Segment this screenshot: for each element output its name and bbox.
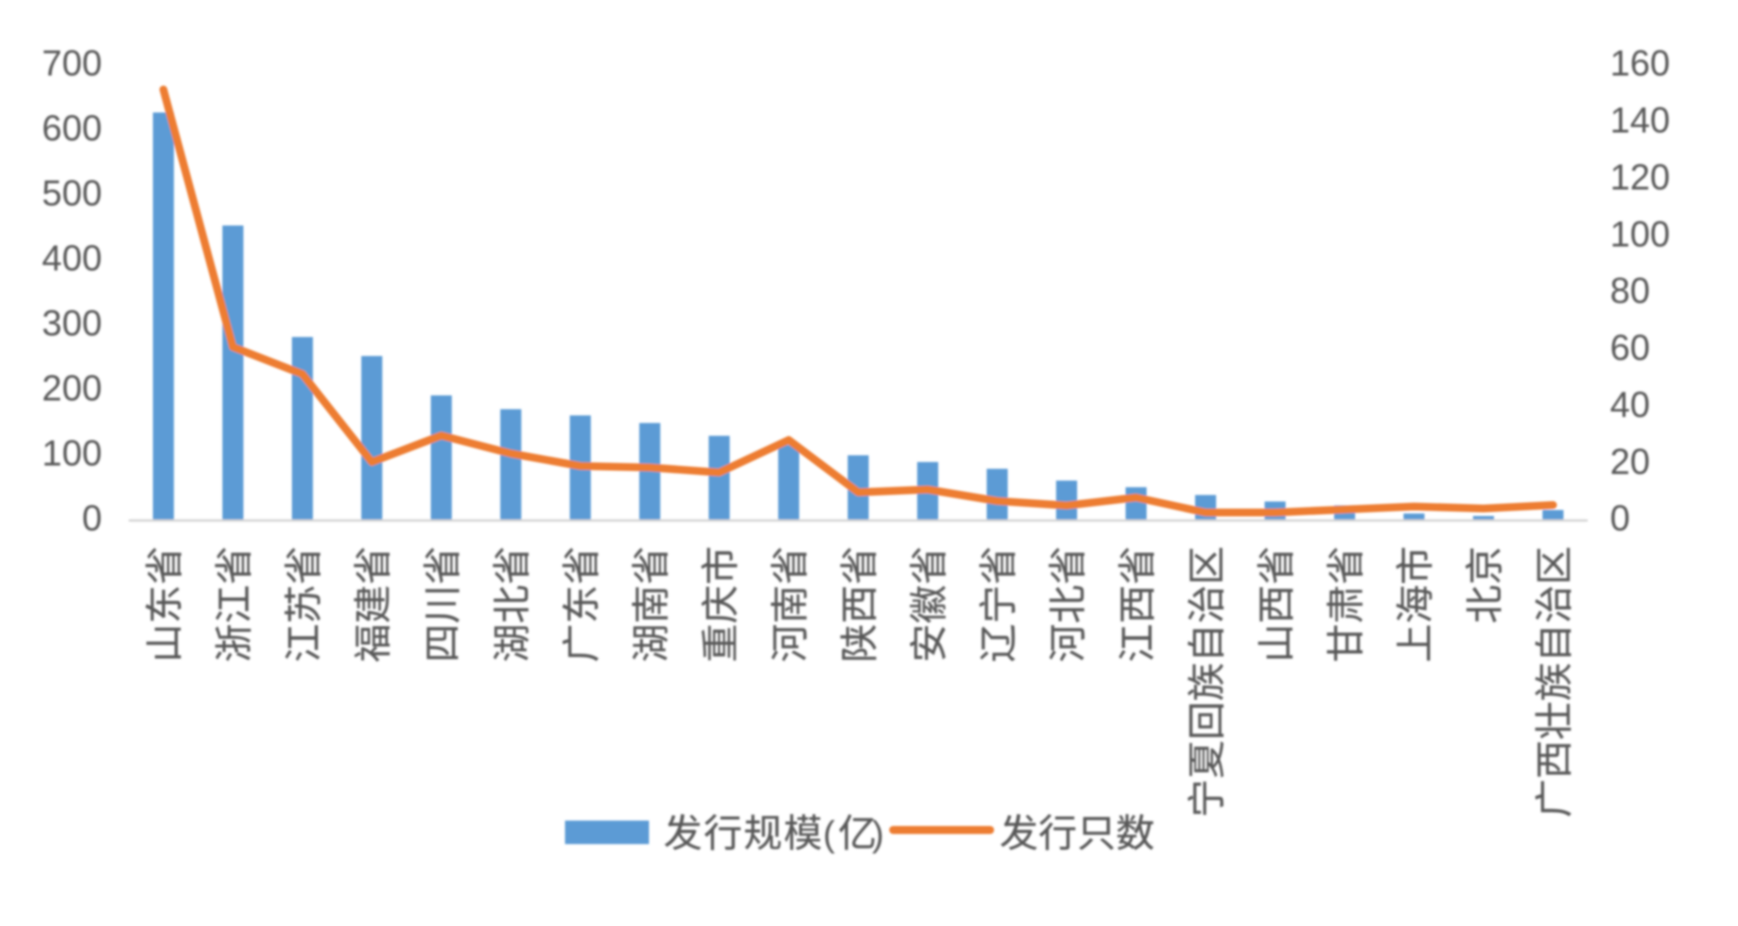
svg-text:120: 120 [1610,156,1670,197]
svg-text:200: 200 [42,368,102,409]
svg-text:300: 300 [42,303,102,344]
svg-text:80: 80 [1610,270,1650,311]
svg-text:500: 500 [42,173,102,214]
svg-text:400: 400 [42,238,102,279]
svg-text:0: 0 [1610,498,1630,539]
svg-text:60: 60 [1610,327,1650,368]
svg-text:700: 700 [42,43,102,84]
svg-text:140: 140 [1610,100,1670,141]
svg-text:(: ( [823,813,835,854]
svg-text:160: 160 [1610,43,1670,84]
svg-text:100: 100 [1610,213,1670,254]
svg-text:100: 100 [42,433,102,474]
svg-text:): ) [872,813,884,854]
svg-text:20: 20 [1610,441,1650,482]
svg-text:600: 600 [42,108,102,149]
svg-text:0: 0 [82,498,102,539]
svg-text:40: 40 [1610,384,1650,425]
